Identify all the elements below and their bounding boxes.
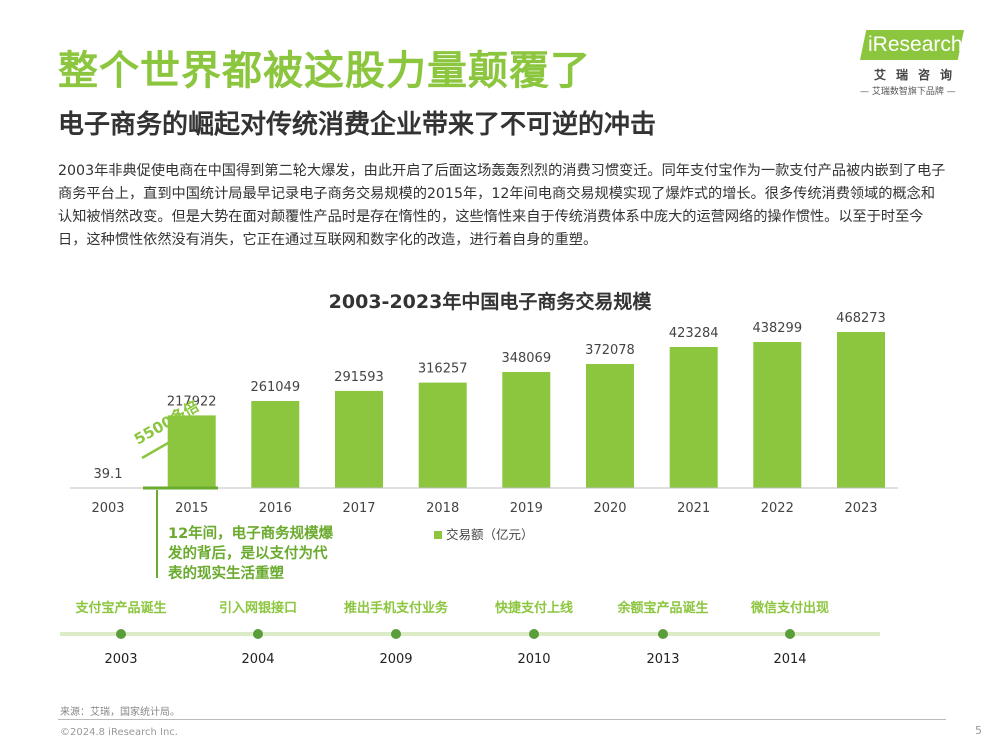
timeline-dot — [529, 629, 539, 639]
legend-swatch — [434, 531, 442, 539]
x-tick-label: 2003 — [91, 501, 124, 516]
bar-2021 — [669, 347, 718, 488]
timeline-year: 2003 — [104, 652, 137, 667]
bar-value-label: 423284 — [669, 326, 719, 341]
bar-value-label: 316257 — [418, 362, 468, 377]
timeline-event-label: 微信支付出现 — [750, 600, 829, 616]
gap-note-line-3: 表的现实生活重塑 — [168, 564, 284, 582]
bar-value-label: 468273 — [836, 311, 886, 326]
x-tick-label: 2017 — [342, 501, 375, 516]
timeline: 支付宝产品诞生 2003 引入网银接口 2004 推出手机支付业务 2009 快捷支付上线 2… — [60, 600, 880, 667]
footer-divider — [58, 719, 946, 720]
intro-paragraph: 2003年非典促使电商在中国得到第二轮大爆发，由此开启了后面这场轰轰烈烈的消费习… — [58, 163, 946, 248]
timeline-event-label: 快捷支付上线 — [495, 600, 573, 616]
bar-2018 — [418, 382, 467, 488]
timeline-year: 2014 — [773, 652, 806, 667]
copyright: ©2024.8 iResearch Inc. — [60, 727, 178, 738]
page-title: 整个世界都被这股力量颠覆了 — [58, 48, 591, 94]
page-subtitle: 电子商务的崛起对传统消费企业带来了不可逆的冲击 — [58, 110, 657, 140]
bar-2023 — [837, 332, 885, 488]
timeline-event-label: 支付宝产品诞生 — [74, 600, 166, 616]
bar-value-label: 438299 — [752, 321, 802, 336]
bar-2020 — [586, 364, 634, 488]
timeline-dot — [116, 629, 126, 639]
chart-title: 2003-2023年中国电子商务交易规模 — [329, 290, 653, 313]
bar-value-label: 217922 — [167, 394, 217, 409]
timeline-year: 2004 — [241, 652, 274, 667]
x-tick-label: 2018 — [426, 501, 459, 516]
timeline-year: 2013 — [646, 652, 679, 667]
bars-layer: 39.1 2003 217922 2015 261049 2016 291593 2017 31… — [91, 311, 885, 516]
x-tick-label: 2020 — [593, 501, 626, 516]
bar-value-label: 261049 — [250, 380, 300, 395]
gap-note-line-2: 发的背后，是以支付为代 — [167, 544, 328, 562]
ecommerce-chart: 2003-2023年中国电子商务交易规模 39.1 2003 217922 2015 2… — [60, 290, 898, 667]
timeline-event-label: 推出手机支付业务 — [344, 600, 449, 616]
x-tick-label: 2022 — [761, 501, 794, 516]
bar-2022 — [753, 342, 802, 488]
timeline-year: 2009 — [379, 652, 412, 667]
growth-arrow — [141, 416, 215, 460]
x-tick-label: 2019 — [510, 501, 543, 516]
logo-cn-name: 艾瑞咨询 — [874, 68, 963, 82]
timeline-dot — [658, 629, 668, 639]
gap-note-line-1: 12年间，电子商务规模爆 — [168, 524, 334, 542]
bar-2017 — [335, 390, 383, 488]
x-tick-label: 2016 — [259, 501, 292, 516]
x-tick-label: 2015 — [175, 501, 208, 516]
bar-2016 — [251, 401, 300, 488]
timeline-event-label: 引入网银接口 — [219, 600, 297, 616]
bar-value-label: 372078 — [585, 343, 635, 358]
legend-label: 交易额（亿元） — [446, 527, 534, 542]
bar-value-label: 348069 — [501, 351, 551, 366]
page-number: 5 — [975, 724, 982, 737]
timeline-dot — [785, 629, 795, 639]
iresearch-logo: iResearch 艾瑞咨询 — 艾瑞数智旗下品牌 — — [860, 30, 970, 100]
logo-brand: iResearch — [868, 33, 963, 56]
timeline-event-label: 余额宝产品诞生 — [616, 600, 708, 616]
timeline-dot — [391, 629, 401, 639]
source-note: 来源：艾瑞，国家统计局。 — [60, 707, 180, 718]
bar-value-label: 39.1 — [94, 467, 123, 482]
logo-slogan: — 艾瑞数智旗下品牌 — — [860, 87, 956, 97]
logo-badge — [860, 30, 964, 60]
timeline-year: 2010 — [517, 652, 550, 667]
x-tick-label: 2023 — [844, 501, 877, 516]
bar-value-label: 291593 — [334, 370, 384, 385]
bar-2019 — [502, 372, 551, 488]
timeline-dot — [253, 629, 263, 639]
x-tick-label: 2021 — [677, 501, 710, 516]
